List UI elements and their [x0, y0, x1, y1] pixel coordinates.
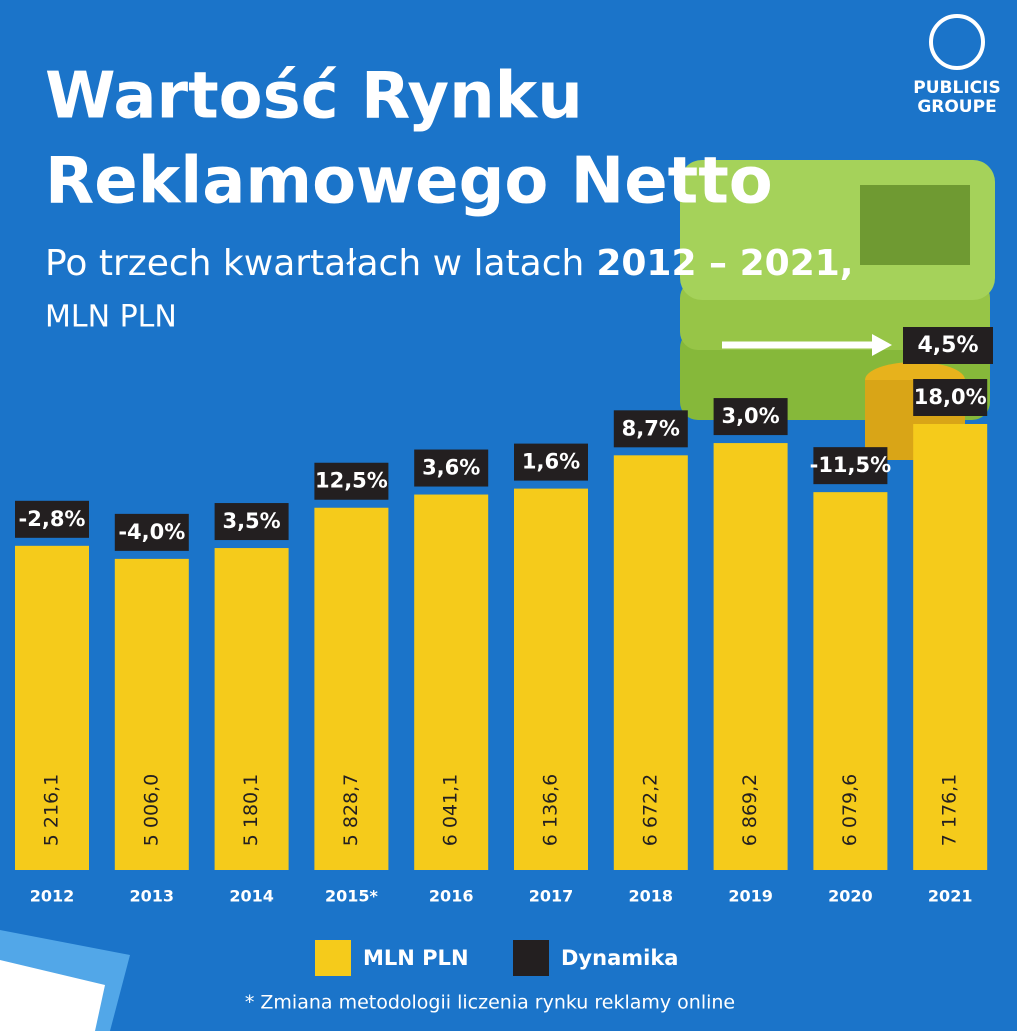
x-tick-label: 2018	[629, 887, 674, 906]
dynamics-label: -11,5%	[810, 453, 892, 477]
dynamics-box	[214, 503, 289, 541]
bar	[913, 424, 988, 870]
annotation: 4,5%	[917, 333, 978, 358]
subtitle-years: 2012 – 2021,	[596, 243, 853, 284]
dynamics-box	[514, 443, 588, 481]
x-tick-label: 2013	[130, 887, 175, 906]
x-tick-label: 2017	[529, 887, 574, 906]
footnote: * Zmiana metodologii liczenia rynku rekl…	[245, 992, 735, 1014]
bar	[314, 507, 389, 870]
bar-value-label: 5 828,7	[340, 774, 362, 847]
bar-value-label: 5 216,1	[41, 774, 63, 847]
dynamics-label: -4,0%	[118, 520, 185, 544]
dynamics-label: 3,0%	[721, 404, 779, 428]
logo-text: PUBLICIS	[913, 78, 1000, 98]
dynamics-label: 8,7%	[622, 416, 680, 440]
bar-value-label: 6 672,2	[639, 774, 661, 847]
bar-value-label: 7 176,1	[939, 774, 961, 847]
legend-swatch	[315, 940, 351, 976]
bar	[514, 488, 588, 870]
x-tick-label: 2020	[828, 887, 873, 906]
bar-value-label: 6 079,6	[839, 774, 861, 847]
chart-title: Wartość Rynku	[45, 60, 583, 134]
legend-label: Dynamika	[561, 946, 678, 970]
bar	[713, 443, 788, 870]
dynamics-box	[15, 500, 89, 538]
dynamics-box	[414, 449, 489, 487]
dynamics-label: 18,0%	[914, 385, 987, 409]
dynamics-label: 3,5%	[222, 509, 280, 533]
x-tick-label: 2015*	[325, 887, 379, 906]
x-tick-label: 2012	[30, 887, 75, 906]
subtitle-text: Po trzech kwartałach w latach	[45, 243, 584, 284]
corner-stripe	[0, 930, 130, 1031]
chart-title: Reklamowego Netto	[45, 145, 773, 219]
dynamics-label: 3,6%	[422, 456, 480, 480]
bar-value-label: 6 041,1	[440, 774, 462, 847]
bar-value-label: 5 006,0	[140, 774, 162, 847]
bar	[114, 558, 189, 870]
unit: MLN PLN	[45, 300, 177, 335]
bar	[613, 455, 688, 870]
dynamics-box	[813, 447, 888, 485]
x-tick-label: 2019	[728, 887, 773, 906]
logo-sun	[929, 14, 985, 70]
subtitle: Po trzech kwartałach w latach 2012 – 2021…	[45, 243, 853, 284]
annotation-box	[903, 327, 993, 364]
logo-text: GROUPE	[917, 97, 996, 117]
x-tick-label: 2021	[928, 887, 973, 906]
dynamics-box	[913, 379, 988, 416]
bar-value-label: 6 136,6	[540, 774, 562, 847]
dynamics-box	[314, 462, 389, 500]
dynamics-label: 12,5%	[315, 469, 388, 493]
bar-value-label: 5 180,1	[240, 774, 262, 847]
arrow-head	[872, 334, 892, 356]
dynamics-box	[114, 513, 189, 551]
x-tick-label: 2016	[429, 887, 474, 906]
bar-value-label: 6 869,2	[739, 774, 761, 847]
x-tick-label: 2014	[229, 887, 274, 906]
dynamics-box	[713, 398, 788, 436]
dynamics-box	[613, 410, 688, 448]
dynamics-label: -2,8%	[19, 507, 86, 531]
dynamics-label: 1,6%	[522, 450, 580, 474]
bar	[15, 545, 89, 870]
bar	[414, 494, 489, 870]
legend-swatch	[513, 940, 549, 976]
bar	[813, 492, 888, 870]
bar	[214, 548, 289, 870]
legend-label: MLN PLN	[363, 946, 469, 970]
